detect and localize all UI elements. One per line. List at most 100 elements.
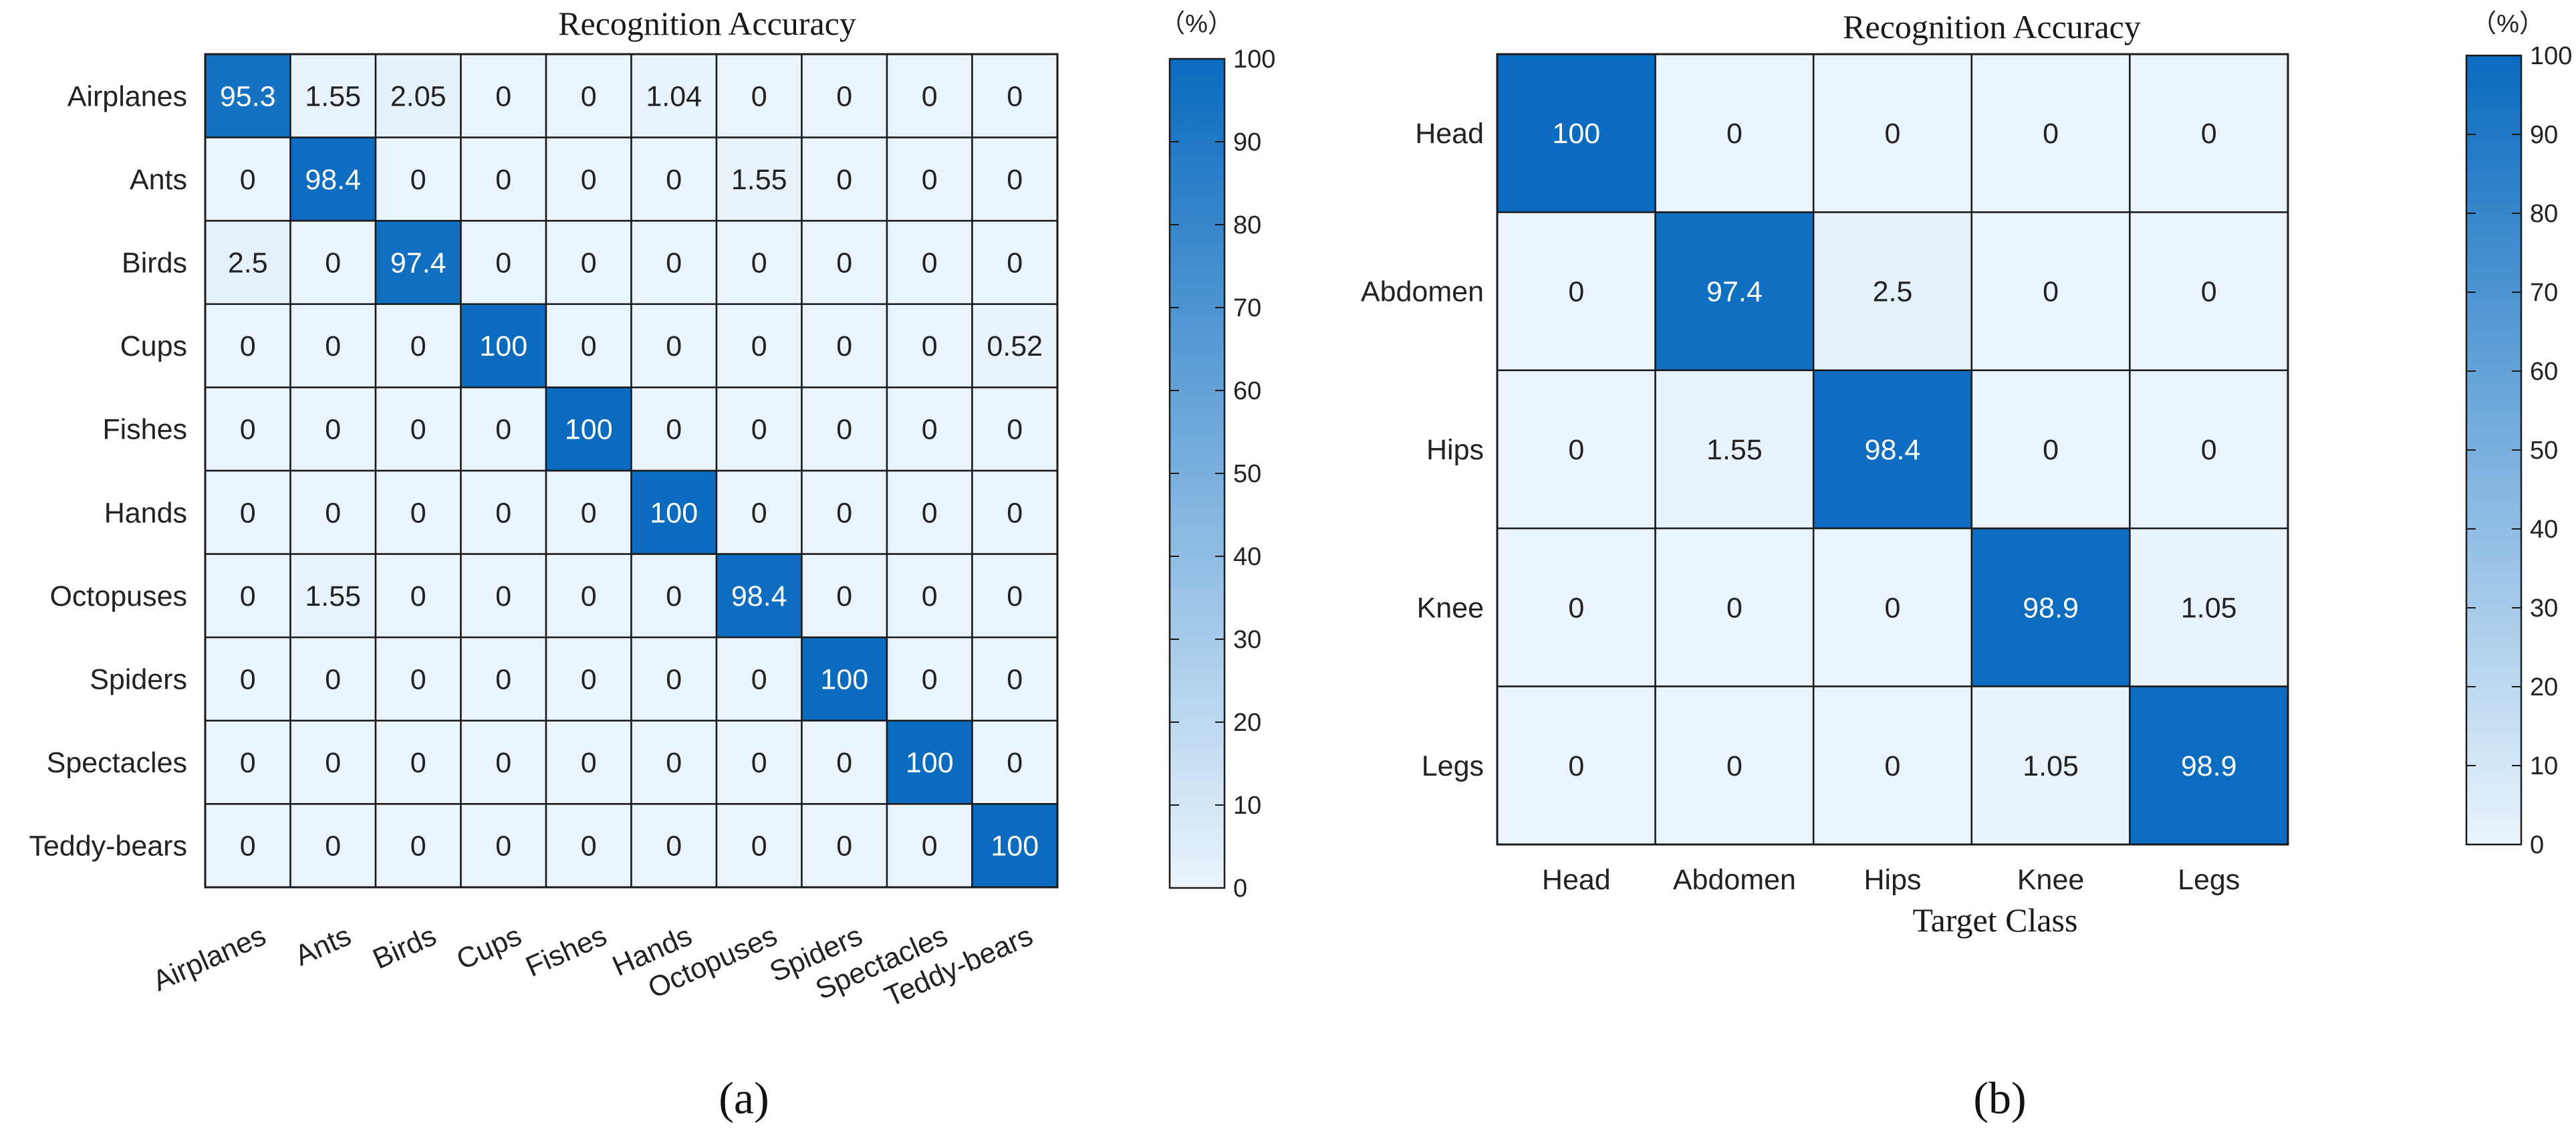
panel-a-cell-value: 100 — [906, 747, 954, 779]
panel-b-cell-value: 2.5 — [1873, 276, 1913, 308]
panel-a-cell-value: 0 — [410, 664, 426, 696]
panel-a-cell-value: 95.3 — [220, 80, 276, 112]
panel-b-cell-knee-knee — [1970, 527, 2131, 687]
panel-a-cell-octopuses-airplanes — [204, 553, 291, 639]
panel-a-cell-cups-hands — [630, 303, 718, 388]
panel-a-cell-airplanes-airplanes — [204, 53, 291, 138]
panel-a-cell-value: 0 — [410, 580, 426, 612]
panel-a-cell-value: 0 — [922, 164, 938, 196]
panel-a-colorbar-tick-label: 0 — [1233, 875, 1247, 903]
panel-a-col-label-ants: Ants — [290, 919, 356, 972]
panel-b-col-labels: Head Abdomen Hips Knee Legs — [1542, 864, 2240, 896]
panel-a-cell-value: 0 — [325, 830, 341, 863]
panel-a-cell-value: 0 — [1007, 580, 1023, 612]
panel-b-cell-legs-abdomen — [1654, 685, 1815, 846]
panel-a-cell-value: 0 — [1007, 164, 1023, 196]
panel-a-cell-spiders-octopuses — [715, 636, 803, 722]
panel-a-cell-value: 0 — [666, 747, 682, 779]
panel-b-cell-head-legs — [2129, 53, 2289, 213]
panel-a-cell-value: 0 — [1007, 80, 1023, 112]
panel-a-cell-value: 0 — [836, 497, 852, 529]
panel-b-col-label-hips: Hips — [1863, 864, 1921, 896]
panel-a-cell-value: 0 — [495, 830, 511, 863]
panel-a-cell-spiders-ants — [289, 636, 377, 722]
panel-b-cell-hips-head — [1496, 369, 1656, 530]
panel-a-cell-value: 0 — [410, 330, 426, 362]
panel-a-cell-value: 100 — [650, 497, 698, 529]
panel-a-row-label-octopuses: Octopuses — [49, 580, 187, 612]
panel-a-cell-value: 98.4 — [305, 164, 361, 196]
panel-a-cell-spectacles-octopuses — [715, 719, 803, 805]
panel-a-cell-value: 0 — [410, 747, 426, 779]
panel-a-colorbar-tick-label: 30 — [1233, 626, 1261, 654]
panel-b-cell-abdomen-abdomen — [1654, 211, 1815, 372]
panel-a-cell-birds-airplanes — [204, 219, 291, 306]
panel-a-cell-value: 1.55 — [305, 580, 361, 612]
panel-a-colorbar-tick-label: 60 — [1233, 377, 1261, 405]
panel-a-colorbar-tick-label: 50 — [1233, 460, 1261, 488]
panel-a-cell-value: 0 — [325, 414, 341, 446]
panel-a-cell-fishes-spectacles — [886, 386, 973, 472]
panel-a-cell-value: 2.05 — [390, 80, 446, 112]
panel-a-cell-ants-cups — [460, 136, 547, 222]
panel-a-colorbar-tick-label: 90 — [1233, 128, 1261, 156]
panel-a-cell-value: 0 — [325, 747, 341, 779]
panel-a-cell-value: 0 — [836, 580, 852, 612]
panel-a-cell-value: 0 — [1007, 247, 1023, 279]
panel-a-confusion-matrix: Recognition Accuracy （%） 95.3 1.55 2.05 0 0 1… — [29, 5, 1275, 1123]
panel-b-colorbar-tick-label: 60 — [2530, 358, 2558, 386]
panel-a-cell-value: 0 — [581, 497, 597, 529]
panel-a-cell-spectacles-spiders — [801, 719, 888, 805]
panel-a-cell-teddy-bears-spiders — [801, 803, 888, 889]
panel-a-cell-spectacles-cups — [460, 719, 547, 805]
panel-a-cell-value: 1.04 — [646, 80, 702, 112]
panel-b-colorbar-tick-label: 50 — [2530, 437, 2558, 465]
panel-a-cell-value: 100 — [565, 414, 613, 446]
panel-a-cell-spectacles-ants — [289, 719, 377, 805]
panel-a-cell-fishes-hands — [630, 386, 718, 472]
panel-a-cell-spectacles-spectacles — [886, 719, 973, 805]
panel-b-cell-value: 0 — [1568, 434, 1584, 466]
panel-a-cell-value: 2.5 — [228, 247, 268, 279]
panel-a-cell-value: 0 — [240, 497, 256, 529]
panel-b-cell-value: 0 — [1885, 750, 1901, 782]
panel-a-cells: 95.3 1.55 2.05 0 0 1.04 0 0 0 0 0 98.4 0 0 0 0 1.55 0 0 0 2.… — [204, 53, 1059, 889]
panel-a-cell-value: 0 — [495, 247, 511, 279]
panel-b-cell-value: 0 — [1726, 118, 1743, 150]
panel-a-cell-airplanes-hands — [630, 53, 718, 138]
panel-a-cell-value: 0 — [410, 414, 426, 446]
panel-a-cell-value: 0 — [751, 747, 767, 779]
panel-b-cell-value: 0 — [2201, 434, 2217, 466]
panel-b-cell-value: 1.55 — [1706, 434, 1763, 466]
panel-b-cell-legs-knee — [1970, 685, 2131, 846]
panel-b-grid-border — [1496, 53, 2289, 846]
panel-b-confusion-matrix: Recognition Accuracy （%） 100 0 0 0 00 97.4 2.5… — [1361, 8, 2572, 1123]
panel-b-cell-knee-hips — [1812, 527, 1973, 687]
panel-b-col-label-abdomen: Abdomen — [1673, 864, 1796, 896]
panel-b-col-label-legs: Legs — [2178, 864, 2240, 896]
panel-b-cell-value: 0 — [2043, 276, 2059, 308]
panel-a-cell-octopuses-teddy-bears — [971, 553, 1059, 639]
panel-b-cell-value: 0 — [1568, 750, 1584, 782]
panel-a-cell-value: 0 — [751, 330, 767, 362]
panel-a-cell-octopuses-spectacles — [886, 553, 973, 639]
panel-a-colorbar-tick-label: 10 — [1233, 792, 1261, 820]
panel-a-cell-ants-octopuses — [715, 136, 803, 222]
panel-a-cell-value: 0 — [410, 164, 426, 196]
panel-a-row-label-ants: Ants — [130, 164, 187, 196]
panel-a-cell-airplanes-ants — [289, 53, 377, 138]
panel-a-cell-value: 0 — [666, 330, 682, 362]
panel-b-cell-abdomen-knee — [1970, 211, 2131, 372]
panel-a-cell-value: 0 — [581, 747, 597, 779]
panel-b-cell-knee-abdomen — [1654, 527, 1815, 687]
panel-a-cell-value: 0 — [581, 247, 597, 279]
panel-a-cell-value: 0 — [240, 830, 256, 863]
panel-a-cell-octopuses-cups — [460, 553, 547, 639]
panel-b-row-label-knee: Knee — [1417, 592, 1484, 624]
panel-a-cell-value: 0 — [581, 580, 597, 612]
panel-b-cell-head-abdomen — [1654, 53, 1815, 213]
panel-b-cell-value: 0 — [2201, 276, 2217, 308]
panel-a-cell-value: 0 — [581, 830, 597, 863]
panel-a-row-label-hands: Hands — [104, 497, 187, 529]
panel-a-cell-value: 100 — [820, 664, 868, 696]
